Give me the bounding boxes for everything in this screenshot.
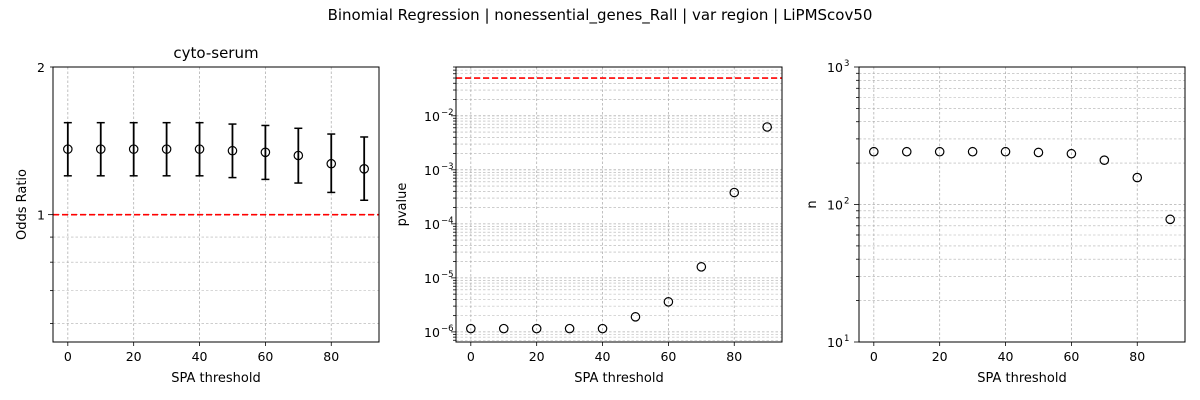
x-tick-label: 20: [126, 349, 142, 364]
error-bar: [195, 121, 204, 177]
data-point: [161, 144, 172, 154]
x-tick-label: 80: [1129, 349, 1145, 364]
x-tick-label: 40: [192, 349, 208, 364]
y-axis-label: n: [805, 200, 820, 208]
y-tick-label: 10: [827, 198, 843, 213]
error-bar: [162, 121, 171, 177]
error-bar: [129, 121, 138, 177]
data-point: [227, 145, 238, 156]
data-point: [498, 323, 509, 334]
error-bar: [360, 136, 369, 201]
x-tick-label: 80: [726, 349, 742, 364]
error-bar: [327, 133, 336, 194]
plot-frame: [52, 66, 380, 343]
y-tick-exponent: −5: [441, 270, 454, 280]
data-point: [63, 144, 73, 154]
y-tick-label: 10: [424, 325, 440, 340]
y-tick-exponent: 2: [844, 197, 849, 207]
x-tick-label: 20: [932, 349, 948, 364]
data-point: [95, 144, 106, 154]
data-point: [359, 164, 369, 174]
x-axis-label: SPA threshold: [574, 371, 664, 386]
error-bar: [63, 121, 72, 177]
y-tick-label: 10: [424, 163, 440, 178]
data-point: [326, 158, 337, 169]
x-tick-label: 0: [870, 349, 878, 364]
error-bar: [96, 121, 105, 177]
data-point: [630, 312, 641, 322]
y-tick-exponent: −4: [441, 216, 454, 226]
data-point: [663, 297, 674, 307]
y-axis-label: Odds Ratio: [15, 169, 30, 240]
error-bar: [294, 127, 303, 184]
x-tick-label: 40: [998, 349, 1014, 364]
data-point: [293, 150, 304, 161]
y-tick-label: 10: [827, 60, 843, 75]
y-tick-label: 10: [424, 217, 440, 232]
data-point: [194, 144, 205, 154]
x-tick-label: 60: [257, 349, 273, 364]
x-tick-label: 20: [529, 349, 545, 364]
data-point: [869, 146, 879, 157]
data-point: [696, 262, 707, 272]
error-bar: [228, 123, 237, 179]
data-point: [1132, 172, 1143, 183]
plot-frame: [858, 66, 1186, 343]
data-point: [729, 187, 740, 198]
x-tick-label: 60: [1063, 349, 1079, 364]
y-tick-label: 10: [424, 109, 440, 124]
x-tick-label: 0: [467, 349, 475, 364]
y-tick-label: 2: [37, 60, 45, 75]
x-tick-label: 80: [323, 349, 339, 364]
x-axis-label: SPA threshold: [977, 371, 1067, 386]
data-point: [934, 146, 945, 157]
y-axis-label: pvalue: [395, 183, 410, 227]
data-point: [762, 122, 772, 132]
data-point: [128, 144, 139, 154]
y-tick-label: 10: [827, 335, 843, 350]
data-point: [1033, 147, 1044, 158]
panel-odds-ratio: 0 20 40 60 80 1 2 SPA threshold Odds Ratio cyto-s…: [15, 44, 380, 386]
y-tick-exponent: −3: [441, 162, 454, 172]
y-tick-exponent: 3: [844, 59, 849, 69]
data-point: [1000, 146, 1011, 157]
x-tick-label: 0: [64, 349, 72, 364]
y-tick-exponent: −2: [441, 108, 454, 118]
data-point: [901, 146, 912, 157]
data-point: [597, 323, 608, 334]
y-tick-exponent: 1: [844, 334, 849, 344]
plot-frame: [455, 66, 783, 343]
x-tick-label: 40: [595, 349, 611, 364]
data-point: [1066, 148, 1077, 159]
error-bar: [261, 124, 270, 181]
y-tick-exponent: −6: [441, 324, 454, 334]
data-point: [531, 323, 542, 334]
data-point: [967, 146, 978, 157]
data-point: [260, 147, 271, 158]
panel-title: cyto-serum: [173, 44, 258, 62]
figure-suptitle: Binomial Regression | nonessential_genes…: [328, 6, 873, 25]
data-point: [466, 323, 476, 334]
data-point: [1099, 155, 1110, 165]
data-point: [564, 323, 575, 334]
x-tick-label: 60: [660, 349, 676, 364]
data-point: [1165, 214, 1175, 225]
y-tick-label: 1: [37, 208, 45, 223]
y-tick-label: 10: [424, 271, 440, 286]
x-axis-label: SPA threshold: [171, 371, 261, 386]
